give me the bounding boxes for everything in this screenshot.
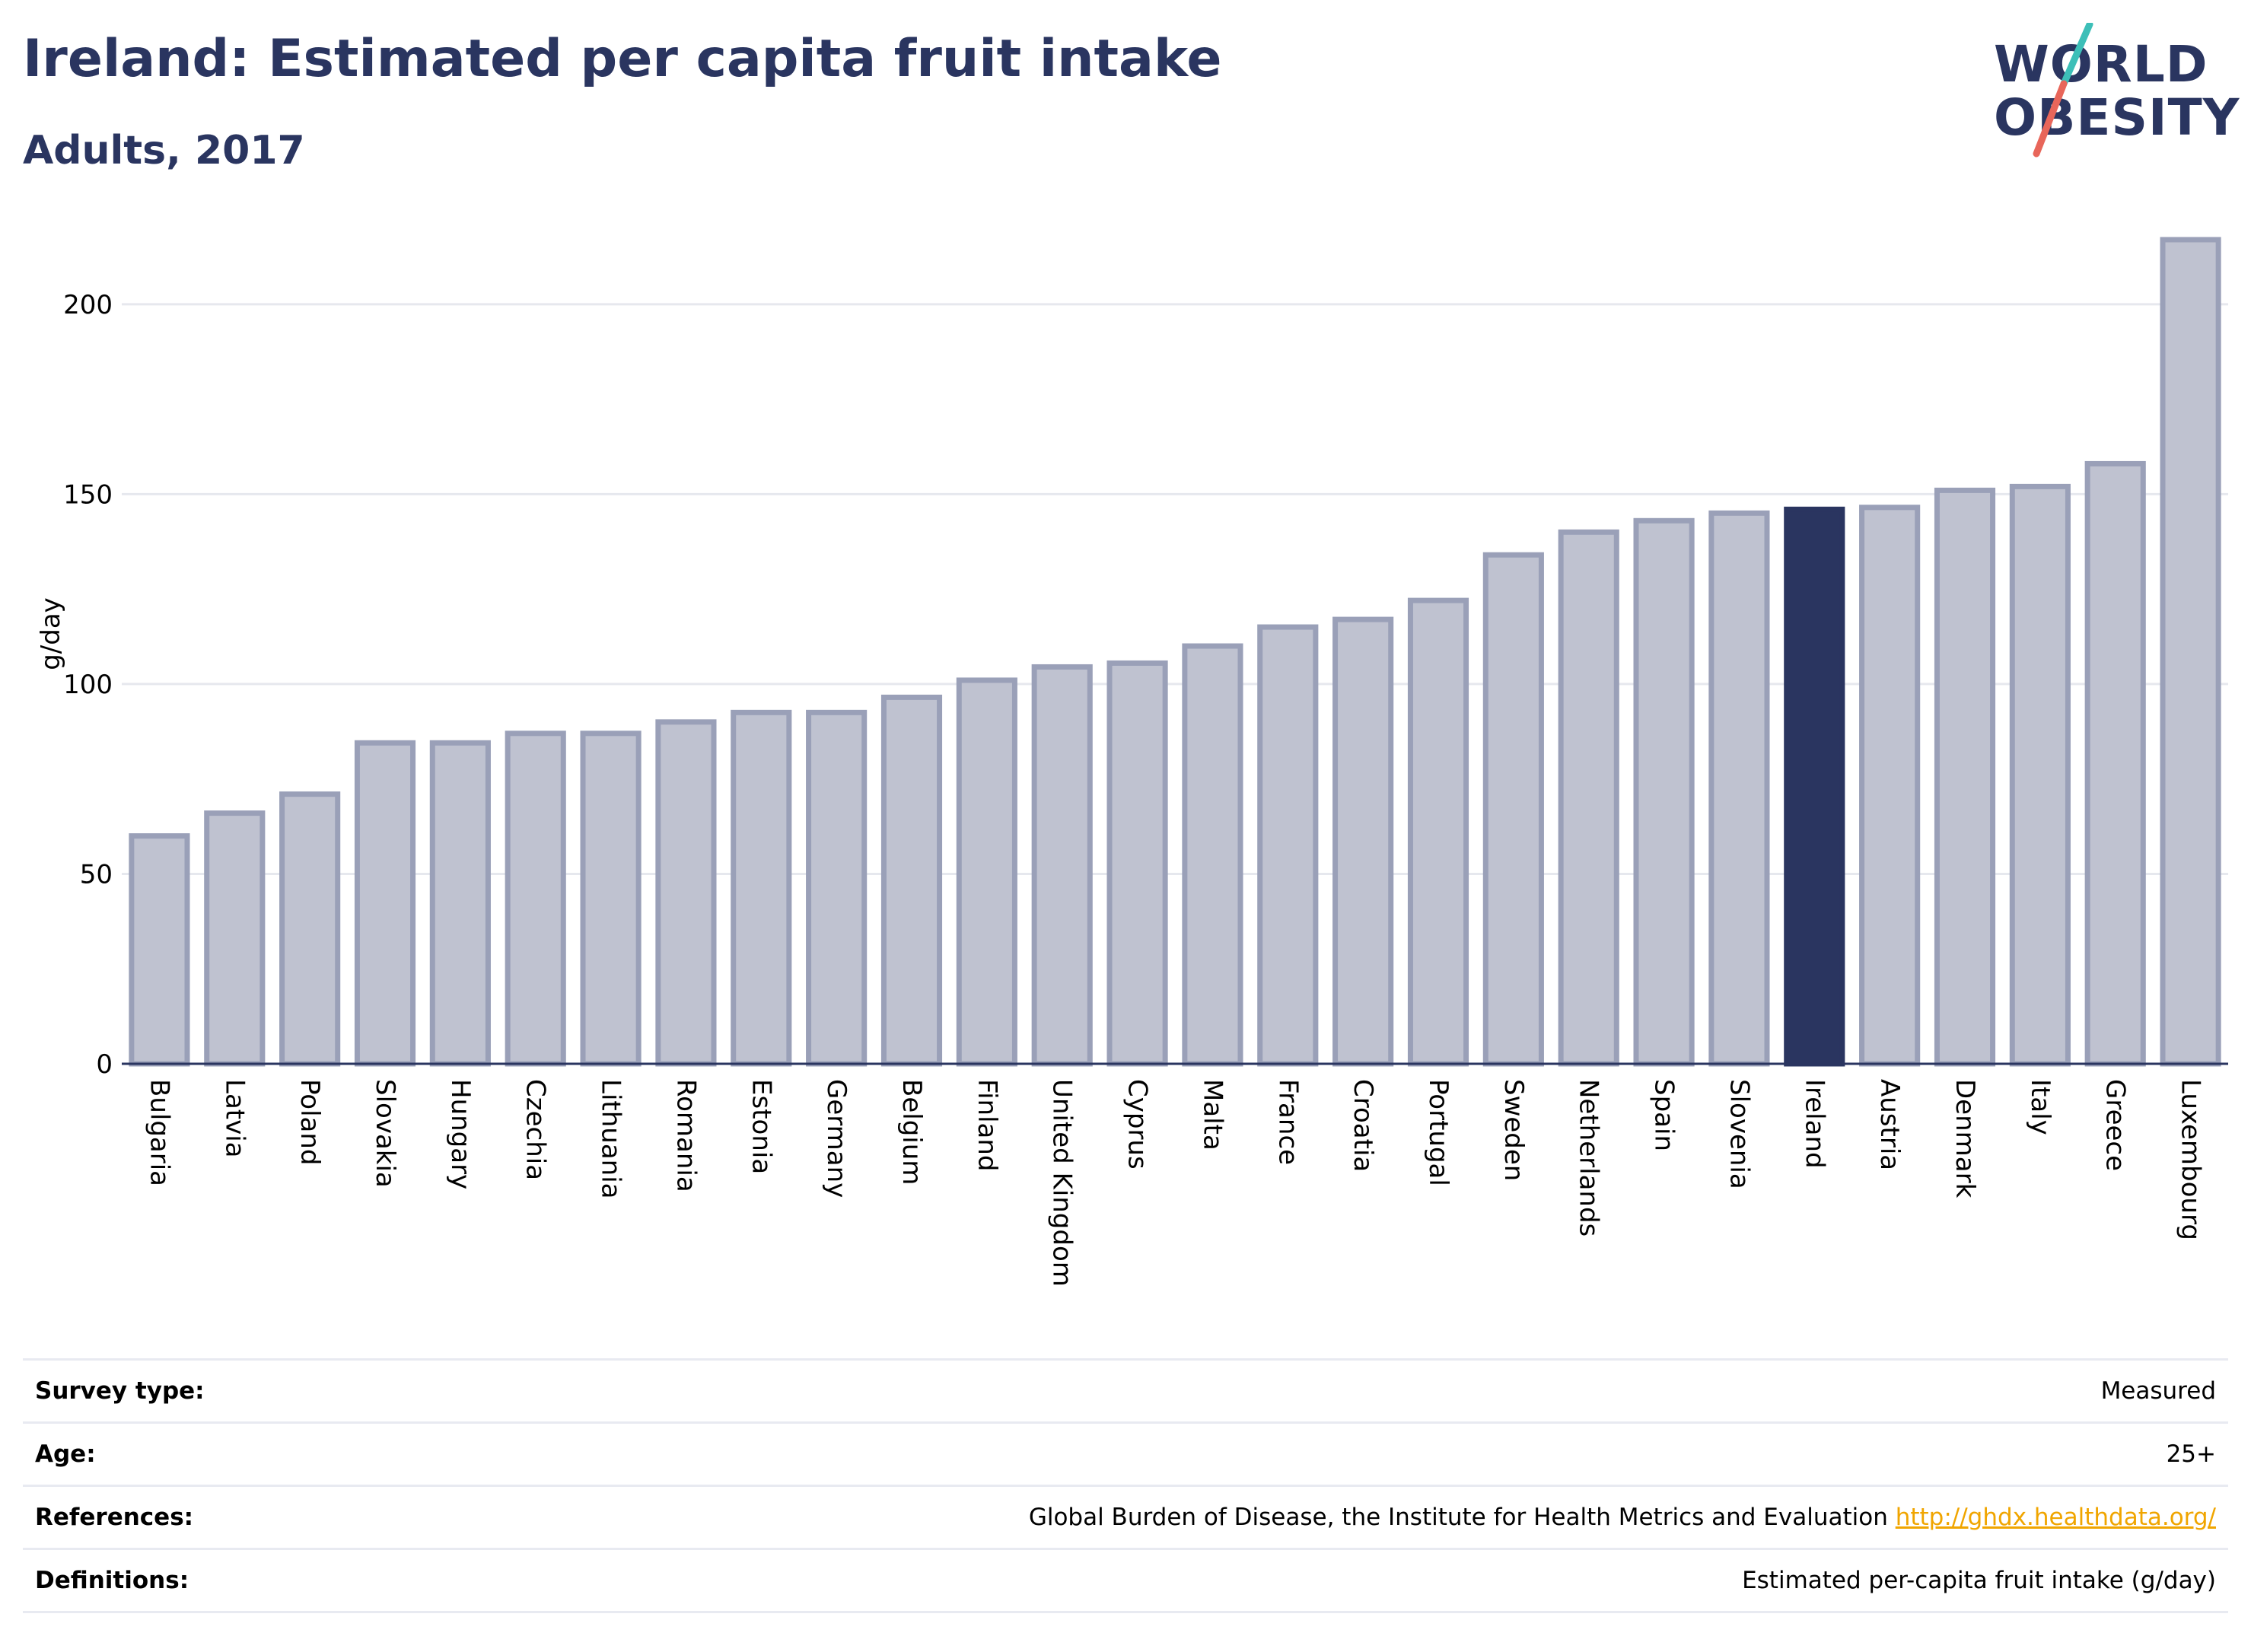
y-tick-label: 0: [96, 1049, 113, 1080]
x-tick-label: Germany: [821, 1079, 852, 1198]
info-row-references: References: Global Burden of Disease, th…: [23, 1487, 2228, 1550]
bar-croatia: [1332, 616, 1394, 1067]
x-tick-label: Lithuania: [596, 1079, 626, 1198]
bar-portugal: [1407, 597, 1469, 1067]
x-tick-label: Croatia: [1348, 1079, 1378, 1172]
x-tick-label: Austria: [1874, 1079, 1905, 1170]
info-table: Survey type: Measured Age: 25+ Reference…: [23, 1358, 2228, 1613]
x-axis-ticks: Bulgaria Latvia Poland Slovakia Hungary Czech…: [144, 1079, 2205, 1287]
y-tick-label: 100: [63, 670, 113, 700]
x-tick-label: Czechia: [521, 1079, 551, 1180]
x-tick-label: Spain: [1649, 1079, 1679, 1151]
x-tick-label: Latvia: [219, 1079, 250, 1158]
x-tick-label: Slovakia: [370, 1079, 400, 1188]
bar-hungary: [429, 740, 491, 1067]
x-tick-label: Denmark: [1950, 1079, 1980, 1198]
age-value: 25+: [2166, 1440, 2216, 1468]
x-tick-label: Italy: [2025, 1079, 2055, 1135]
bar-poland: [279, 791, 341, 1067]
x-tick-label: Belgium: [896, 1079, 927, 1185]
references-value: Global Burden of Disease, the Institute …: [1029, 1504, 2216, 1531]
logo-line-2: OBESITY: [1994, 88, 2240, 147]
survey-type-value: Measured: [2100, 1377, 2216, 1405]
page-subtitle: Adults, 2017: [23, 128, 305, 173]
bar-finland: [956, 677, 1017, 1067]
bar-bulgaria: [129, 833, 190, 1067]
y-axis-label: g/day: [36, 597, 66, 670]
bar-latvia: [204, 810, 266, 1067]
bar-austria: [1859, 505, 1921, 1067]
bar-lithuania: [580, 731, 642, 1067]
x-tick-label: Poland: [295, 1079, 325, 1166]
bar-cyprus: [1106, 660, 1168, 1067]
definitions-label: Definitions:: [35, 1567, 189, 1594]
y-tick-label: 50: [80, 859, 113, 890]
world-obesity-logo: WORLD OBESITY: [1979, 23, 2240, 160]
references-text: Global Burden of Disease, the Institute …: [1028, 1504, 1896, 1531]
x-tick-label: Hungary: [445, 1079, 476, 1189]
definitions-value: Estimated per-capita fruit intake (g/day…: [1742, 1567, 2216, 1594]
info-row-definitions: Definitions: Estimated per-capita fruit …: [23, 1550, 2228, 1613]
bar-united-kingdom: [1031, 664, 1093, 1067]
bar-malta: [1182, 643, 1243, 1067]
bar-italy: [2009, 483, 2071, 1067]
x-tick-label: Estonia: [746, 1079, 776, 1174]
x-tick-label: Malta: [1197, 1079, 1227, 1151]
bar-belgium: [880, 694, 943, 1067]
logo-line-1: WORLD: [1994, 35, 2208, 94]
bar-france: [1257, 624, 1319, 1067]
bar-slovakia: [354, 740, 416, 1067]
y-axis-ticks: 0 50 100 150 200: [63, 290, 113, 1080]
bar-estonia: [731, 709, 792, 1067]
info-row-age: Age: 25+: [23, 1424, 2228, 1487]
bar-sweden: [1482, 552, 1544, 1067]
age-label: Age:: [35, 1440, 96, 1468]
references-link[interactable]: http://ghdx.healthdata.org/: [1895, 1504, 2216, 1531]
x-tick-label: Luxembourg: [2176, 1079, 2206, 1240]
logo-slash-icon: [2033, 23, 2093, 158]
bar-chart: 0 50 100 150 200 Bulgaria Latvia Poland Slovaki…: [36, 237, 2228, 1287]
bar-slovenia: [1708, 510, 1770, 1067]
x-tick-label: Ireland: [1799, 1079, 1829, 1169]
x-tick-label: Portugal: [1423, 1079, 1453, 1186]
bar-romania: [655, 719, 717, 1067]
bar-denmark: [1934, 487, 1996, 1067]
x-tick-label: Cyprus: [1122, 1079, 1153, 1170]
x-tick-label: Greece: [2100, 1079, 2131, 1171]
x-tick-label: Romania: [670, 1079, 701, 1192]
x-tick-label: France: [1272, 1079, 1303, 1165]
y-tick-label: 200: [63, 290, 113, 320]
bars: [129, 237, 2221, 1067]
x-tick-label: United Kingdom: [1047, 1079, 1078, 1287]
survey-type-label: Survey type:: [35, 1377, 205, 1405]
y-tick-label: 150: [63, 479, 113, 510]
references-label: References:: [35, 1504, 194, 1531]
x-tick-label: Sweden: [1498, 1079, 1529, 1181]
bar-czechia: [505, 731, 566, 1067]
bar-greece: [2084, 460, 2146, 1067]
x-tick-label: Finland: [972, 1079, 1002, 1172]
info-row-survey-type: Survey type: Measured: [23, 1361, 2228, 1424]
bar-spain: [1633, 517, 1695, 1067]
bar-germany: [806, 709, 868, 1067]
page-title: Ireland: Estimated per capita fruit inta…: [23, 29, 1222, 89]
x-tick-label: Slovenia: [1724, 1079, 1754, 1189]
bar-luxembourg: [2160, 237, 2221, 1067]
bar-ireland: [1784, 506, 1845, 1067]
x-tick-label: Bulgaria: [144, 1079, 174, 1186]
bar-netherlands: [1558, 529, 1619, 1067]
x-tick-label: Netherlands: [1574, 1079, 1604, 1237]
